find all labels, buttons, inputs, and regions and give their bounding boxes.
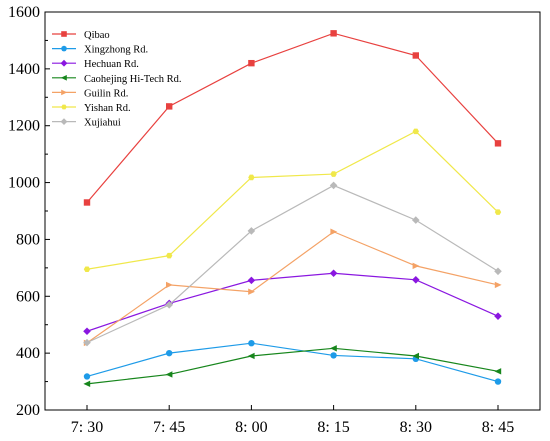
data-point [330, 30, 337, 37]
x-tick-label: 8: 15 [317, 419, 349, 436]
legend-label: Guilin Rd. [84, 88, 128, 99]
x-tick-label: 7: 30 [71, 419, 103, 436]
data-point [166, 281, 173, 289]
legend-item: Caohejing Hi-Tech Rd. [52, 74, 182, 85]
data-point [165, 371, 173, 378]
legend: Qibao Xingzhong Rd. Hechuan Rd. Caohejing H… [52, 30, 182, 129]
y-tick-label: 1600 [8, 4, 40, 21]
data-point [247, 227, 256, 235]
legend-label: Xujiahui [84, 118, 121, 129]
data-point [248, 339, 255, 347]
data-point [166, 103, 173, 110]
data-point [83, 199, 91, 206]
series-xujiahui [83, 181, 502, 347]
x-tick-label: 8: 30 [400, 419, 432, 436]
legend-marker [60, 59, 68, 67]
series-qibao [83, 30, 502, 206]
data-point [83, 380, 91, 388]
legend-item: Hechuan Rd. [52, 59, 139, 70]
data-point [166, 349, 173, 357]
legend-item: Xujiahui [52, 118, 121, 129]
data-point [248, 174, 255, 181]
legend-item: Xingzhong Rd. [52, 45, 148, 56]
data-point [412, 262, 420, 270]
data-point [83, 338, 91, 347]
series-xingzhong-rd [83, 339, 502, 385]
data-point [83, 266, 91, 273]
series-line [86, 130, 499, 270]
data-point [83, 373, 91, 380]
data-point [329, 269, 338, 278]
data-point [412, 216, 420, 224]
y-tick-label: 1400 [8, 61, 40, 78]
data-point [494, 209, 502, 215]
data-point [494, 140, 502, 147]
data-point [412, 128, 419, 135]
series-line [86, 231, 499, 344]
legend-label: Caohejing Hi-Tech Rd. [84, 74, 182, 85]
series-line [86, 272, 499, 332]
legend-marker [61, 104, 67, 110]
x-tick-label: 8: 00 [235, 419, 267, 436]
legend-label: Hechuan Rd. [84, 59, 139, 70]
data-point [412, 352, 419, 360]
data-point [330, 352, 337, 359]
data-point [494, 378, 502, 385]
series-caohejing-hi-tech-rd [83, 345, 502, 388]
data-point [330, 345, 337, 352]
series-yishan-rd [83, 128, 502, 273]
data-point [330, 228, 338, 235]
y-tick-label: 600 [16, 288, 40, 305]
y-tick-label: 400 [16, 345, 40, 362]
data-point [165, 301, 173, 309]
data-point [494, 281, 502, 289]
data-point [494, 312, 502, 320]
legend-marker [61, 45, 67, 52]
data-point [248, 59, 255, 67]
series-line [86, 347, 499, 385]
y-tick-label: 1000 [8, 175, 40, 192]
y-tick-label: 800 [16, 231, 40, 248]
series-line [86, 184, 499, 344]
series-guilin-rd [83, 228, 502, 347]
data-point [329, 181, 338, 190]
legend-marker [60, 118, 68, 125]
data-point [412, 52, 419, 59]
legend-label: Qibao [84, 30, 110, 41]
y-tick-label: 200 [16, 402, 40, 419]
data-point [248, 288, 255, 295]
data-point [494, 368, 502, 375]
plot-frame [44, 11, 541, 411]
legend-label: Xingzhong Rd. [84, 45, 148, 56]
legend-item: Yishan Rd. [52, 103, 131, 114]
legend-marker [60, 75, 67, 81]
legend-marker [61, 89, 68, 96]
data-point [83, 327, 91, 336]
data-point [247, 352, 255, 360]
series-line [86, 342, 499, 383]
x-tick-label: 7: 45 [153, 419, 185, 436]
series-hechuan-rd [83, 269, 502, 336]
data-point [330, 171, 337, 177]
series-line [86, 32, 499, 203]
data-point [166, 252, 173, 259]
data-point [494, 267, 502, 276]
data-point [247, 276, 256, 285]
x-tick-label: 8: 45 [482, 419, 514, 436]
legend-item: Qibao [52, 30, 110, 41]
legend-label: Yishan Rd. [84, 103, 131, 114]
y-tick-label: 1200 [8, 118, 40, 135]
data-point [412, 275, 420, 284]
legend-marker [61, 31, 67, 37]
legend-item: Guilin Rd. [52, 88, 128, 99]
